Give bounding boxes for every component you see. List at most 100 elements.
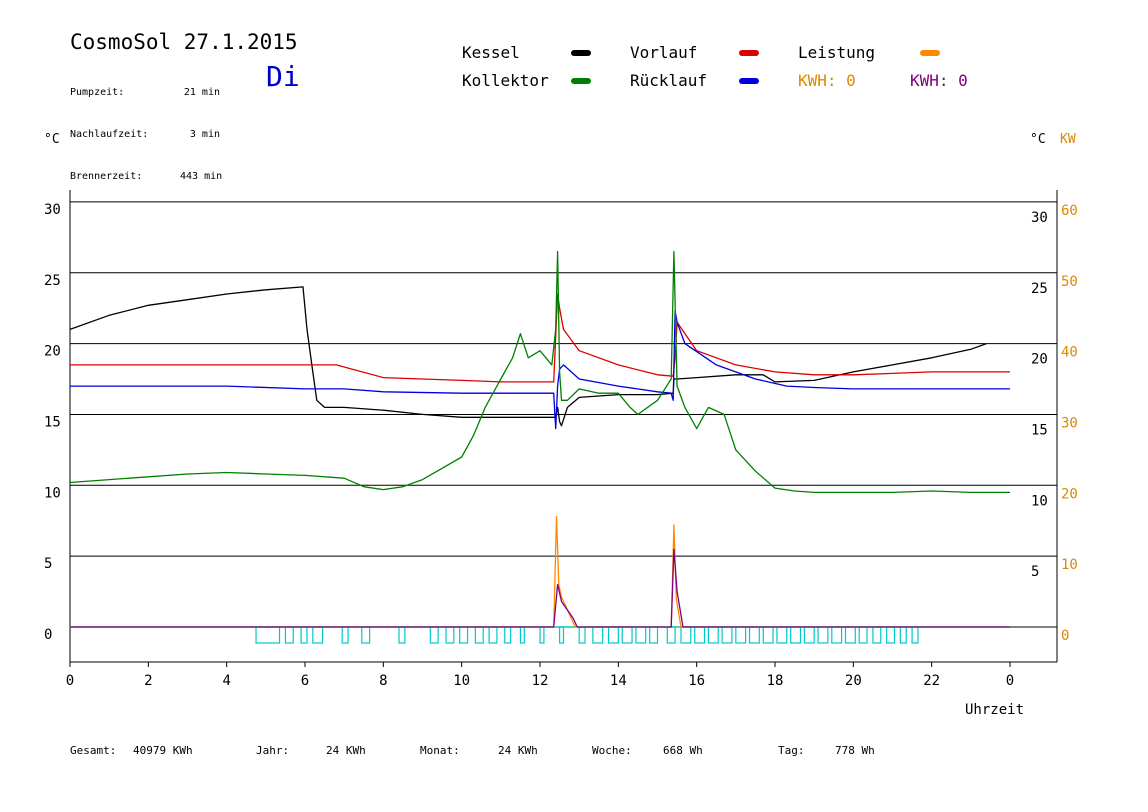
series-line-rücklauf (70, 310, 1010, 430)
pump-interval (635, 626, 647, 644)
pump-interval (858, 626, 868, 644)
y-tick-right: 5 (1031, 564, 1039, 580)
x-tick-label: 0 (66, 673, 74, 689)
legend-vorlauf-swatch (739, 50, 759, 56)
legend-ruecklauf-label: Rücklauf (630, 71, 708, 90)
y-tick-left: 5 (44, 556, 52, 572)
right-unit-label: °C (1030, 132, 1046, 147)
series-line-kessel (69, 286, 987, 427)
x-tick-label: 20 (845, 673, 862, 689)
legend-kollektor-swatch (571, 78, 591, 84)
legend-leistung-label: Leistung (798, 43, 876, 62)
x-tick-label: 8 (379, 673, 387, 689)
pump-interval (255, 626, 281, 644)
footer-gesamt-value: 40979 KWh (133, 744, 193, 757)
y-tick-right: 25 (1031, 281, 1048, 297)
pump-interval (817, 626, 829, 644)
x-tick-label: 22 (923, 673, 940, 689)
pump-interval (844, 626, 856, 644)
pump-interval (707, 626, 719, 644)
pump-interval (519, 626, 525, 644)
y-tick-left: 15 (44, 414, 61, 430)
pump-interval (762, 626, 774, 644)
pump-interval (803, 626, 815, 644)
series-line-kollektor (69, 250, 1010, 494)
pump-interval (748, 626, 760, 644)
stat-brennerzeit: Brennerzeit: 443 min (70, 171, 223, 182)
legend-leistung-swatch (920, 50, 940, 56)
pump-interval (398, 626, 406, 644)
pump-interval (300, 626, 308, 644)
y-tick-right: 20 (1031, 352, 1048, 368)
footer-tag-label: Tag: (778, 744, 805, 757)
y-tick-right: 10 (1031, 493, 1048, 509)
pump-interval (911, 626, 919, 644)
y-tick-left: 10 (44, 485, 61, 501)
pump-interval (872, 626, 882, 644)
left-unit-label: °C (44, 132, 60, 147)
pump-interval (607, 626, 619, 644)
pump-interval (474, 626, 484, 644)
y-tick-kw: 10 (1061, 557, 1078, 573)
y-tick-kw: 20 (1061, 486, 1078, 502)
pump-interval (488, 626, 498, 644)
pump-interval (504, 626, 512, 644)
footer-gesamt-label: Gesamt: (70, 744, 117, 757)
footer-woche-label: Woche: (592, 744, 632, 757)
series-line-vorlauf (70, 293, 1010, 383)
pump-interval (284, 626, 294, 644)
footer-jahr-value: 24 KWh (326, 744, 366, 757)
y-tick-left: 30 (44, 202, 61, 218)
footer-jahr-label: Jahr: (256, 744, 290, 757)
pump-interval (459, 626, 469, 644)
x-tick-label: 2 (144, 673, 152, 689)
pump-interval (721, 626, 733, 644)
stat-nachlaufzeit: Nachlaufzeit: 3 min (70, 129, 220, 140)
pump-interval (539, 626, 545, 644)
footer-monat-value: 24 KWh (498, 744, 538, 757)
right-unit-kw-label: KW (1060, 132, 1076, 147)
y-tick-kw: 60 (1061, 203, 1078, 219)
legend-kollektor-label: Kollektor (462, 71, 549, 90)
y-tick-left: 20 (44, 344, 61, 360)
series-line-leistung (70, 515, 1010, 628)
stat-pumpzeit: Pumpzeit: 21 min (70, 87, 220, 98)
pump-interval (666, 626, 676, 644)
pump-interval (680, 626, 692, 644)
y-tick-kw: 30 (1061, 415, 1078, 431)
weekday-label: Di (266, 60, 300, 93)
pump-interval (649, 626, 659, 644)
y-tick-kw: 40 (1061, 345, 1078, 361)
pump-interval (694, 626, 706, 644)
x-axis-label: Uhrzeit (965, 702, 1025, 718)
y-tick-left: 25 (44, 273, 61, 289)
y-tick-right: 30 (1031, 210, 1048, 226)
footer-tag-value: 778 Wh (835, 744, 875, 757)
x-tick-label: 4 (222, 673, 230, 689)
footer-woche-value: 668 Wh (663, 744, 703, 757)
pump-interval (899, 626, 907, 644)
pump-interval (886, 626, 896, 644)
legend-kwh1-label: KWH: 0 (798, 71, 856, 90)
pump-interval (831, 626, 843, 644)
x-tick-label: 18 (767, 673, 784, 689)
stats-block: Pumpzeit: 21 min Nachlaufzeit: 3 min Bre… (70, 58, 223, 198)
x-tick-label: 12 (532, 673, 549, 689)
pump-interval (776, 626, 788, 644)
y-tick-kw: 0 (1061, 628, 1069, 644)
pump-interval (621, 626, 633, 644)
y-tick-kw: 50 (1061, 274, 1078, 290)
pump-interval (558, 626, 565, 644)
legend-vorlauf-label: Vorlauf (630, 43, 698, 62)
x-tick-label: 14 (610, 673, 627, 689)
legend-ruecklauf-swatch (739, 78, 759, 84)
x-tick-label: 6 (301, 673, 309, 689)
x-tick-label: 10 (453, 673, 470, 689)
legend-kwh2-label: KWH: 0 (910, 71, 968, 90)
pump-interval (341, 626, 349, 644)
pump-interval (735, 626, 747, 644)
x-tick-label: 0 (1006, 673, 1014, 689)
pump-interval (361, 626, 371, 644)
legend-kessel-label: Kessel (462, 43, 520, 62)
